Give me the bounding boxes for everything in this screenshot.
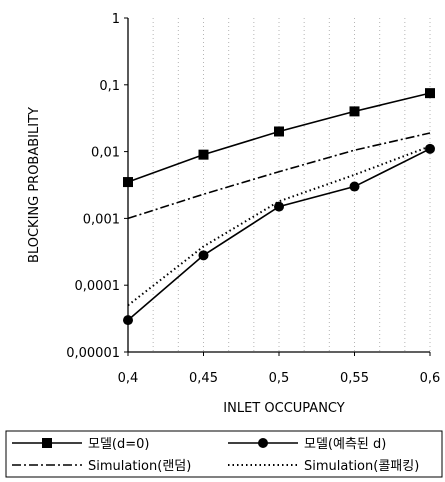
y-tick-label: 0,00001	[66, 346, 120, 361]
data-point-square	[425, 88, 435, 99]
data-point-square	[198, 149, 209, 160]
series-3	[127, 132, 431, 220]
data-point-circle	[425, 143, 435, 154]
y-axis-title: BLOCKING PROBABILITY	[27, 107, 42, 263]
legend-label: 모델(예측된 d)	[304, 437, 386, 452]
y-tick-label: 0,01	[91, 146, 120, 161]
legend-label: Simulation(콜패킹)	[304, 459, 419, 474]
legend: 모델(d=0) 모델(예측된 d) Simulation(랜덤) Simulation…	[5, 430, 443, 478]
x-tick-label: 0,4	[118, 371, 139, 386]
data-point-square	[123, 177, 133, 188]
legend-marker-circle	[258, 438, 268, 448]
legend-label: 모델(d=0)	[88, 437, 149, 452]
data-point-circle	[349, 181, 360, 192]
legend-item-4: Simulation(콜패킹)	[228, 459, 419, 474]
y-tick-label: 0,1	[99, 79, 120, 94]
legend-marker-square	[42, 438, 52, 448]
y-tick-labels: 1 0,1 0,01 0,001 0,0001 0,00001	[66, 12, 128, 361]
x-tick-label: 0,55	[340, 371, 369, 386]
x-tick-labels: 0,4 0,45 0,5 0,55 0,6	[118, 352, 441, 386]
y-tick-label: 0,001	[83, 212, 120, 227]
series-line	[127, 145, 431, 307]
x-axis-title: INLET OCCUPANCY	[223, 401, 344, 416]
y-tick-label: 0,0001	[75, 279, 121, 294]
x-tick-label: 0,5	[269, 371, 290, 386]
series-1	[123, 88, 435, 188]
legend-item-3: Simulation(랜덤)	[12, 459, 191, 474]
x-tick-label: 0,6	[420, 371, 441, 386]
data-point-circle	[198, 250, 209, 261]
data-point-circle	[123, 315, 133, 326]
axes	[127, 18, 430, 353]
series-2	[123, 143, 435, 326]
data-point-circle	[274, 201, 284, 212]
legend-item-1: 모델(d=0)	[12, 437, 149, 452]
grid-lines	[152, 18, 431, 352]
data-point-square	[349, 106, 360, 117]
legend-box	[5, 430, 443, 478]
legend-label: Simulation(랜덤)	[88, 459, 191, 474]
series-4	[127, 145, 431, 307]
series-group	[123, 88, 435, 326]
x-tick-label: 0,45	[189, 371, 218, 386]
legend-item-2: 모델(예측된 d)	[228, 437, 386, 452]
series-line	[127, 132, 431, 220]
data-point-square	[274, 126, 284, 137]
y-tick-label: 1	[112, 12, 120, 27]
